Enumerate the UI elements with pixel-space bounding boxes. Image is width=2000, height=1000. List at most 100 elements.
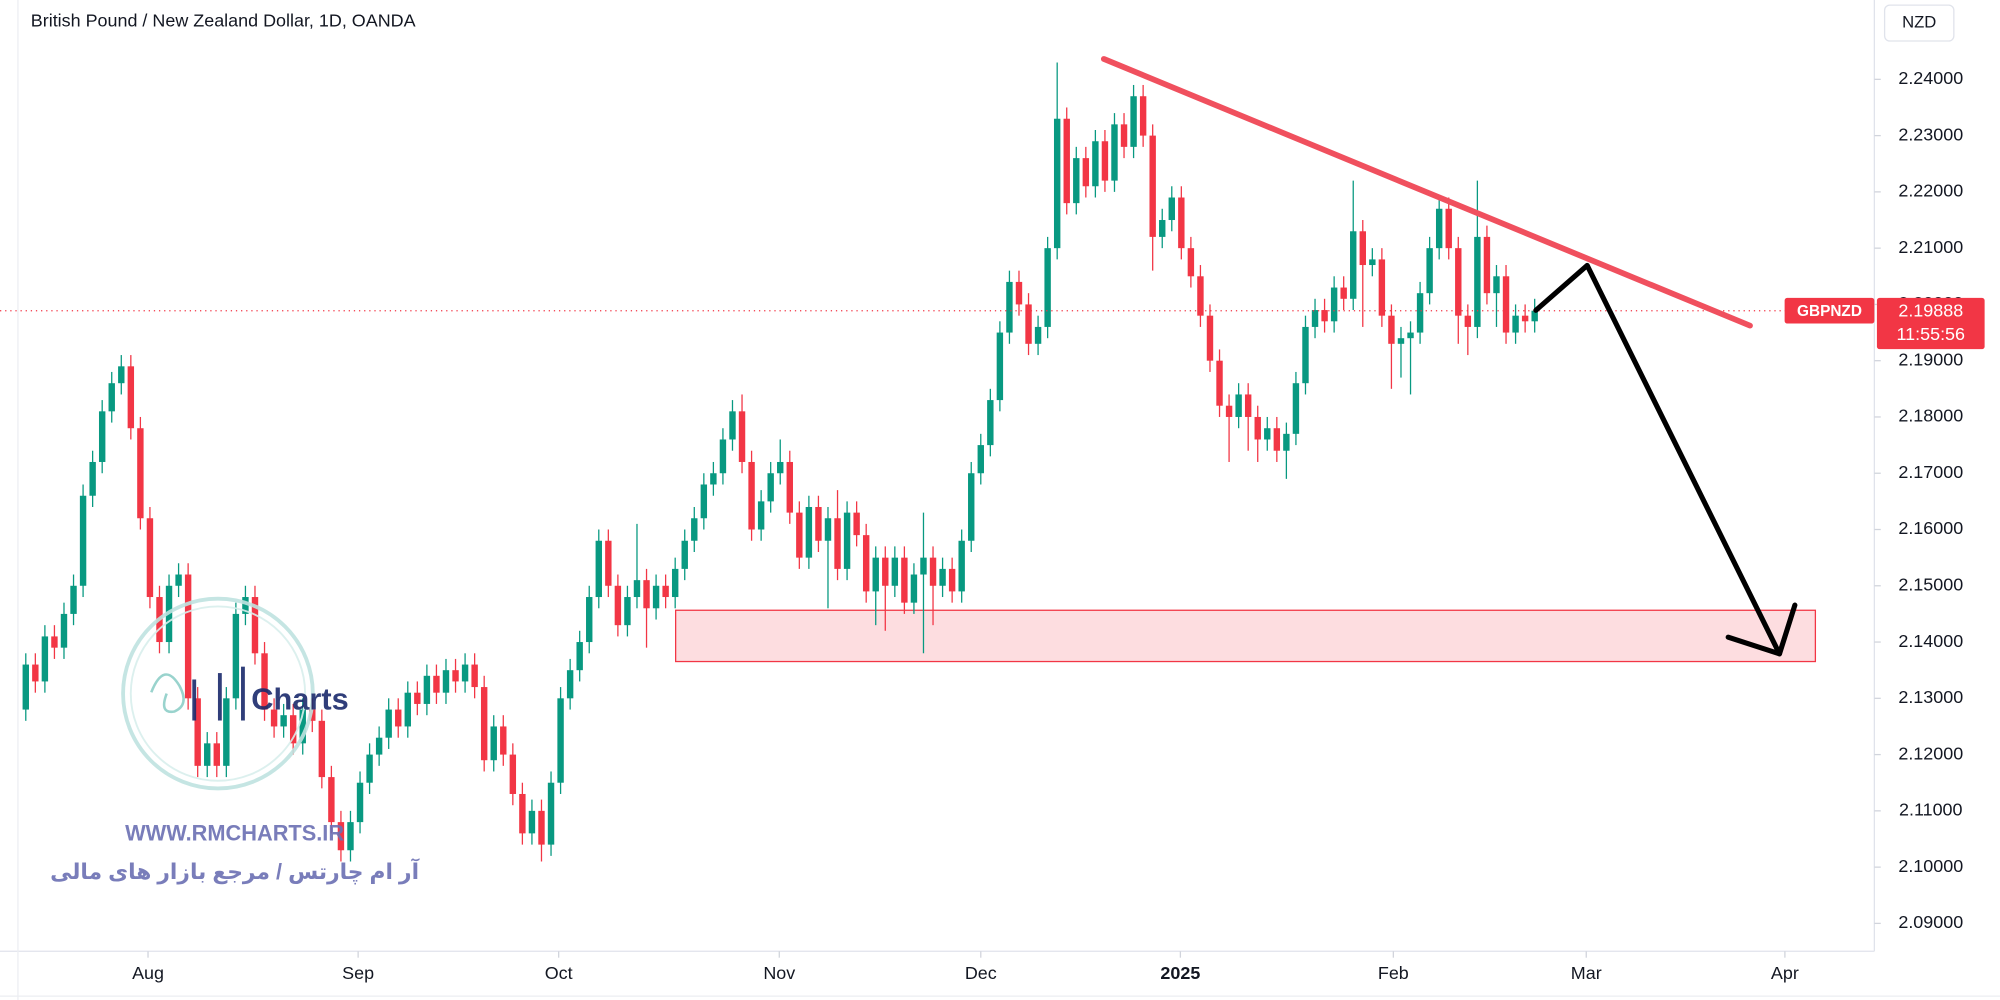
support-zone: [675, 609, 1817, 663]
candle-body: [872, 557, 879, 592]
x-tick-label: Mar: [1571, 963, 1602, 983]
candle-body: [184, 574, 192, 699]
candle-body: [901, 557, 908, 603]
candle-body: [1483, 236, 1491, 294]
candle-body: [1512, 315, 1519, 333]
candle-body: [1034, 326, 1042, 344]
candle-body: [1359, 231, 1366, 266]
y-tick-label: 2.17000: [1898, 462, 1963, 482]
candle-body: [1101, 141, 1109, 181]
candle-body: [576, 642, 583, 671]
watermark-bar: [241, 666, 245, 721]
candle-body: [1073, 158, 1080, 204]
candle-body: [414, 692, 421, 704]
candle-body: [1244, 394, 1252, 417]
candle-body: [404, 692, 411, 727]
candle-body: [1273, 428, 1281, 451]
candle-body: [299, 709, 306, 744]
candle-body: [700, 484, 708, 519]
candle-body: [719, 439, 727, 474]
candle-body: [843, 512, 851, 569]
candle-body: [204, 743, 211, 766]
candle-body: [1044, 248, 1051, 327]
candle-body: [385, 709, 392, 738]
y-tick-label: 2.12000: [1898, 743, 1963, 763]
candle-body: [366, 754, 373, 783]
candle-body: [824, 518, 832, 541]
candle-body: [1225, 405, 1233, 417]
watermark-ring: [121, 596, 315, 791]
last-price-label: 2.19888: [1898, 301, 1963, 321]
candle-body: [1292, 383, 1300, 434]
candle-body: [194, 698, 201, 766]
x-tick-label: Oct: [545, 963, 573, 983]
candle-body: [442, 670, 450, 693]
watermark-bar: [192, 679, 197, 721]
candle-body: [786, 461, 793, 513]
y-tick-label: 2.21000: [1898, 237, 1963, 257]
candle-body: [118, 366, 125, 384]
y-tick-label: 2.11000: [1899, 800, 1963, 820]
candle-body: [920, 557, 927, 575]
candle-body: [242, 597, 249, 614]
candle-body: [1464, 315, 1472, 327]
plot: [0, 62, 1875, 862]
candle-body: [79, 495, 87, 586]
y-tick-label: 2.19000: [1898, 349, 1963, 369]
price-box: [1876, 297, 1985, 350]
candle-body: [1321, 310, 1328, 322]
candle-body: [939, 568, 946, 586]
candle-body: [595, 540, 602, 598]
candle-body: [1063, 118, 1070, 204]
candle-body: [270, 709, 278, 727]
candle-body: [1111, 124, 1118, 181]
candle-body: [652, 585, 660, 609]
x-tick-label: Sep: [342, 963, 374, 983]
candle-body: [671, 568, 679, 598]
candle-body: [1159, 220, 1166, 237]
candle-body: [1015, 281, 1023, 305]
candle-body: [490, 726, 497, 761]
candle-body: [1416, 293, 1424, 333]
candle-body: [528, 810, 536, 834]
candle-body: [471, 664, 478, 688]
candle-body: [1435, 208, 1443, 249]
x-tick-label: 2025: [1160, 963, 1200, 983]
y-tick-label: 2.23000: [1898, 124, 1963, 144]
candle-body: [882, 557, 889, 586]
candle-body: [586, 597, 593, 643]
y-tick-label: 2.16000: [1898, 518, 1963, 538]
candle-body: [223, 698, 230, 766]
y-tick-label: 2.13000: [1898, 687, 1963, 707]
candle-body: [605, 540, 612, 586]
candle-body: [146, 518, 154, 598]
candle-body: [681, 540, 688, 569]
x-tick-label: Aug: [132, 963, 164, 983]
candle-body: [777, 461, 784, 474]
watermark-bar: [217, 673, 222, 721]
candle-body: [1216, 360, 1223, 406]
candle-body: [796, 512, 803, 558]
candle-body: [356, 782, 364, 823]
currency-box: [1883, 4, 1955, 42]
candle-body: [60, 613, 68, 648]
candle-body: [175, 574, 182, 586]
candle-body: [968, 473, 975, 541]
candle-body: [1197, 276, 1204, 316]
candle-body: [1006, 281, 1013, 333]
candle-body: [328, 777, 335, 823]
candle-body: [1149, 135, 1156, 237]
watermark-glyph: [150, 673, 185, 714]
candle-body: [261, 653, 268, 710]
candle-body: [614, 585, 622, 626]
candle-body: [1455, 248, 1462, 316]
y-tick-label: 2.18000: [1898, 406, 1963, 426]
candle-body: [853, 512, 860, 536]
candle-body: [643, 580, 650, 609]
candle-body: [98, 411, 106, 462]
candle-body: [996, 332, 1004, 401]
candle-body: [452, 670, 459, 682]
candle-body: [662, 585, 669, 598]
